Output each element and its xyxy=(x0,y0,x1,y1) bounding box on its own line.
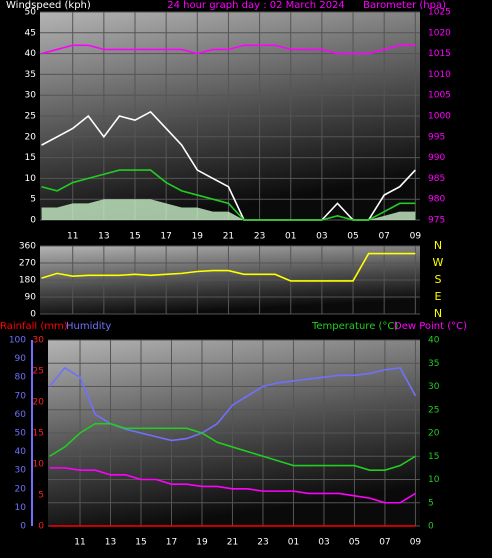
y-tick-label: 20 xyxy=(33,398,45,408)
x-tick-label: 11 xyxy=(74,538,85,548)
x-tick-label: 19 xyxy=(196,538,208,548)
x-tick-label: 19 xyxy=(192,232,204,242)
x-tick-label: 17 xyxy=(160,232,171,242)
y3-tick-label: 80 xyxy=(15,373,27,383)
y-tick-label: 30 xyxy=(25,91,37,101)
y2-tick-label: 990 xyxy=(428,153,445,163)
y-tick-label: 30 xyxy=(33,336,45,346)
legend-label: Humidity xyxy=(66,321,111,332)
y2-tick-label: 20 xyxy=(428,429,440,439)
y-tick-label: 90 xyxy=(25,293,37,303)
y2-tick-label: 40 xyxy=(428,336,440,346)
y-tick-label: 270 xyxy=(19,259,36,269)
x-tick-label: 01 xyxy=(288,538,299,548)
y-tick-label: 0 xyxy=(38,522,44,532)
y3-tick-label: 40 xyxy=(15,447,27,457)
y2-tick-label: 975 xyxy=(428,216,445,226)
y3-tick-label: 20 xyxy=(15,484,27,494)
y2-tick-label: 985 xyxy=(428,174,445,184)
y3-tick-label: 30 xyxy=(15,466,27,476)
compass-label: W xyxy=(433,256,444,269)
y3-tick-label: 90 xyxy=(15,354,27,364)
x-tick-label: 15 xyxy=(135,538,146,548)
y3-tick-label: 0 xyxy=(20,522,26,532)
legend-label: Rainfall (mm) xyxy=(0,321,68,332)
y2-tick-label: 1020 xyxy=(428,28,451,38)
x-tick-label: 07 xyxy=(378,232,389,242)
x-tick-label: 05 xyxy=(349,538,360,548)
x-tick-label: 09 xyxy=(410,232,422,242)
x-tick-label: 07 xyxy=(379,538,390,548)
compass-label: N xyxy=(434,307,442,320)
y-axis-label: Windspeed (kph) xyxy=(6,0,91,11)
y-tick-label: 0 xyxy=(30,310,36,320)
y2-tick-label: 1025 xyxy=(428,8,451,18)
line xyxy=(49,467,416,504)
y3-tick-label: 10 xyxy=(15,503,27,513)
x-tick-label: 09 xyxy=(410,538,422,548)
y-tick-label: 5 xyxy=(38,491,44,501)
y-tick-label: 50 xyxy=(25,8,37,18)
y3-tick-label: 70 xyxy=(15,391,27,401)
legend-label: Temperature (°C) xyxy=(311,321,398,332)
y-tick-label: 45 xyxy=(25,28,36,38)
y2-tick-label: 30 xyxy=(428,382,440,392)
y-tick-label: 0 xyxy=(30,216,36,226)
x-tick-label: 13 xyxy=(98,232,109,242)
y-tick-label: 40 xyxy=(25,49,37,59)
compass-label: S xyxy=(435,273,442,286)
x-tick-label: 03 xyxy=(318,538,329,548)
y2-tick-label: 1010 xyxy=(428,70,451,80)
y-tick-label: 180 xyxy=(19,276,36,286)
y3-tick-label: 60 xyxy=(15,410,27,420)
y2-tick-label: 25 xyxy=(428,405,439,415)
y2-tick-label: 1015 xyxy=(428,49,451,59)
x-tick-label: 21 xyxy=(223,232,234,242)
x-tick-label: 05 xyxy=(347,232,358,242)
y2-tick-label: 995 xyxy=(428,132,445,142)
y-tick-label: 15 xyxy=(25,153,36,163)
y2-tick-label: 0 xyxy=(428,522,434,532)
y2-tick-label: 15 xyxy=(428,452,439,462)
line xyxy=(41,169,416,221)
line xyxy=(41,44,416,55)
y-tick-label: 360 xyxy=(19,242,36,252)
y-tick-label: 10 xyxy=(25,174,37,184)
y2-tick-label: 35 xyxy=(428,359,439,369)
y-tick-label: 15 xyxy=(33,429,44,439)
y2-axis-label: Barometer (hpa) xyxy=(363,0,446,11)
x-tick-label: 01 xyxy=(285,232,296,242)
y3-tick-label: 50 xyxy=(15,429,27,439)
y-tick-label: 25 xyxy=(25,112,36,122)
y2-tick-label: 1005 xyxy=(428,91,451,101)
y3-tick-label: 100 xyxy=(9,336,26,346)
x-tick-label: 23 xyxy=(257,538,268,548)
y2-tick-label: 10 xyxy=(428,475,440,485)
x-tick-label: 15 xyxy=(129,232,140,242)
legend-label: Dew Point (°C) xyxy=(394,321,467,332)
y-tick-label: 20 xyxy=(25,132,37,142)
line xyxy=(41,252,416,282)
compass-label: N xyxy=(434,239,442,252)
y2-tick-label: 1000 xyxy=(428,112,451,122)
compass-label: E xyxy=(435,290,442,303)
chart-title: 24 hour graph day : 02 March 2024 xyxy=(167,0,345,11)
y2-tick-label: 5 xyxy=(428,498,434,508)
line xyxy=(49,422,416,471)
x-tick-label: 03 xyxy=(316,232,327,242)
x-tick-label: 13 xyxy=(105,538,116,548)
y-tick-label: 35 xyxy=(25,70,36,80)
y-tick-label: 10 xyxy=(33,460,45,470)
y-tick-label: 5 xyxy=(30,195,36,205)
x-tick-label: 17 xyxy=(166,538,177,548)
y2-tick-label: 980 xyxy=(428,195,445,205)
x-tick-label: 11 xyxy=(67,232,78,242)
area xyxy=(41,199,416,220)
x-tick-label: 23 xyxy=(254,232,265,242)
x-tick-label: 21 xyxy=(227,538,238,548)
y-tick-label: 25 xyxy=(33,367,44,377)
